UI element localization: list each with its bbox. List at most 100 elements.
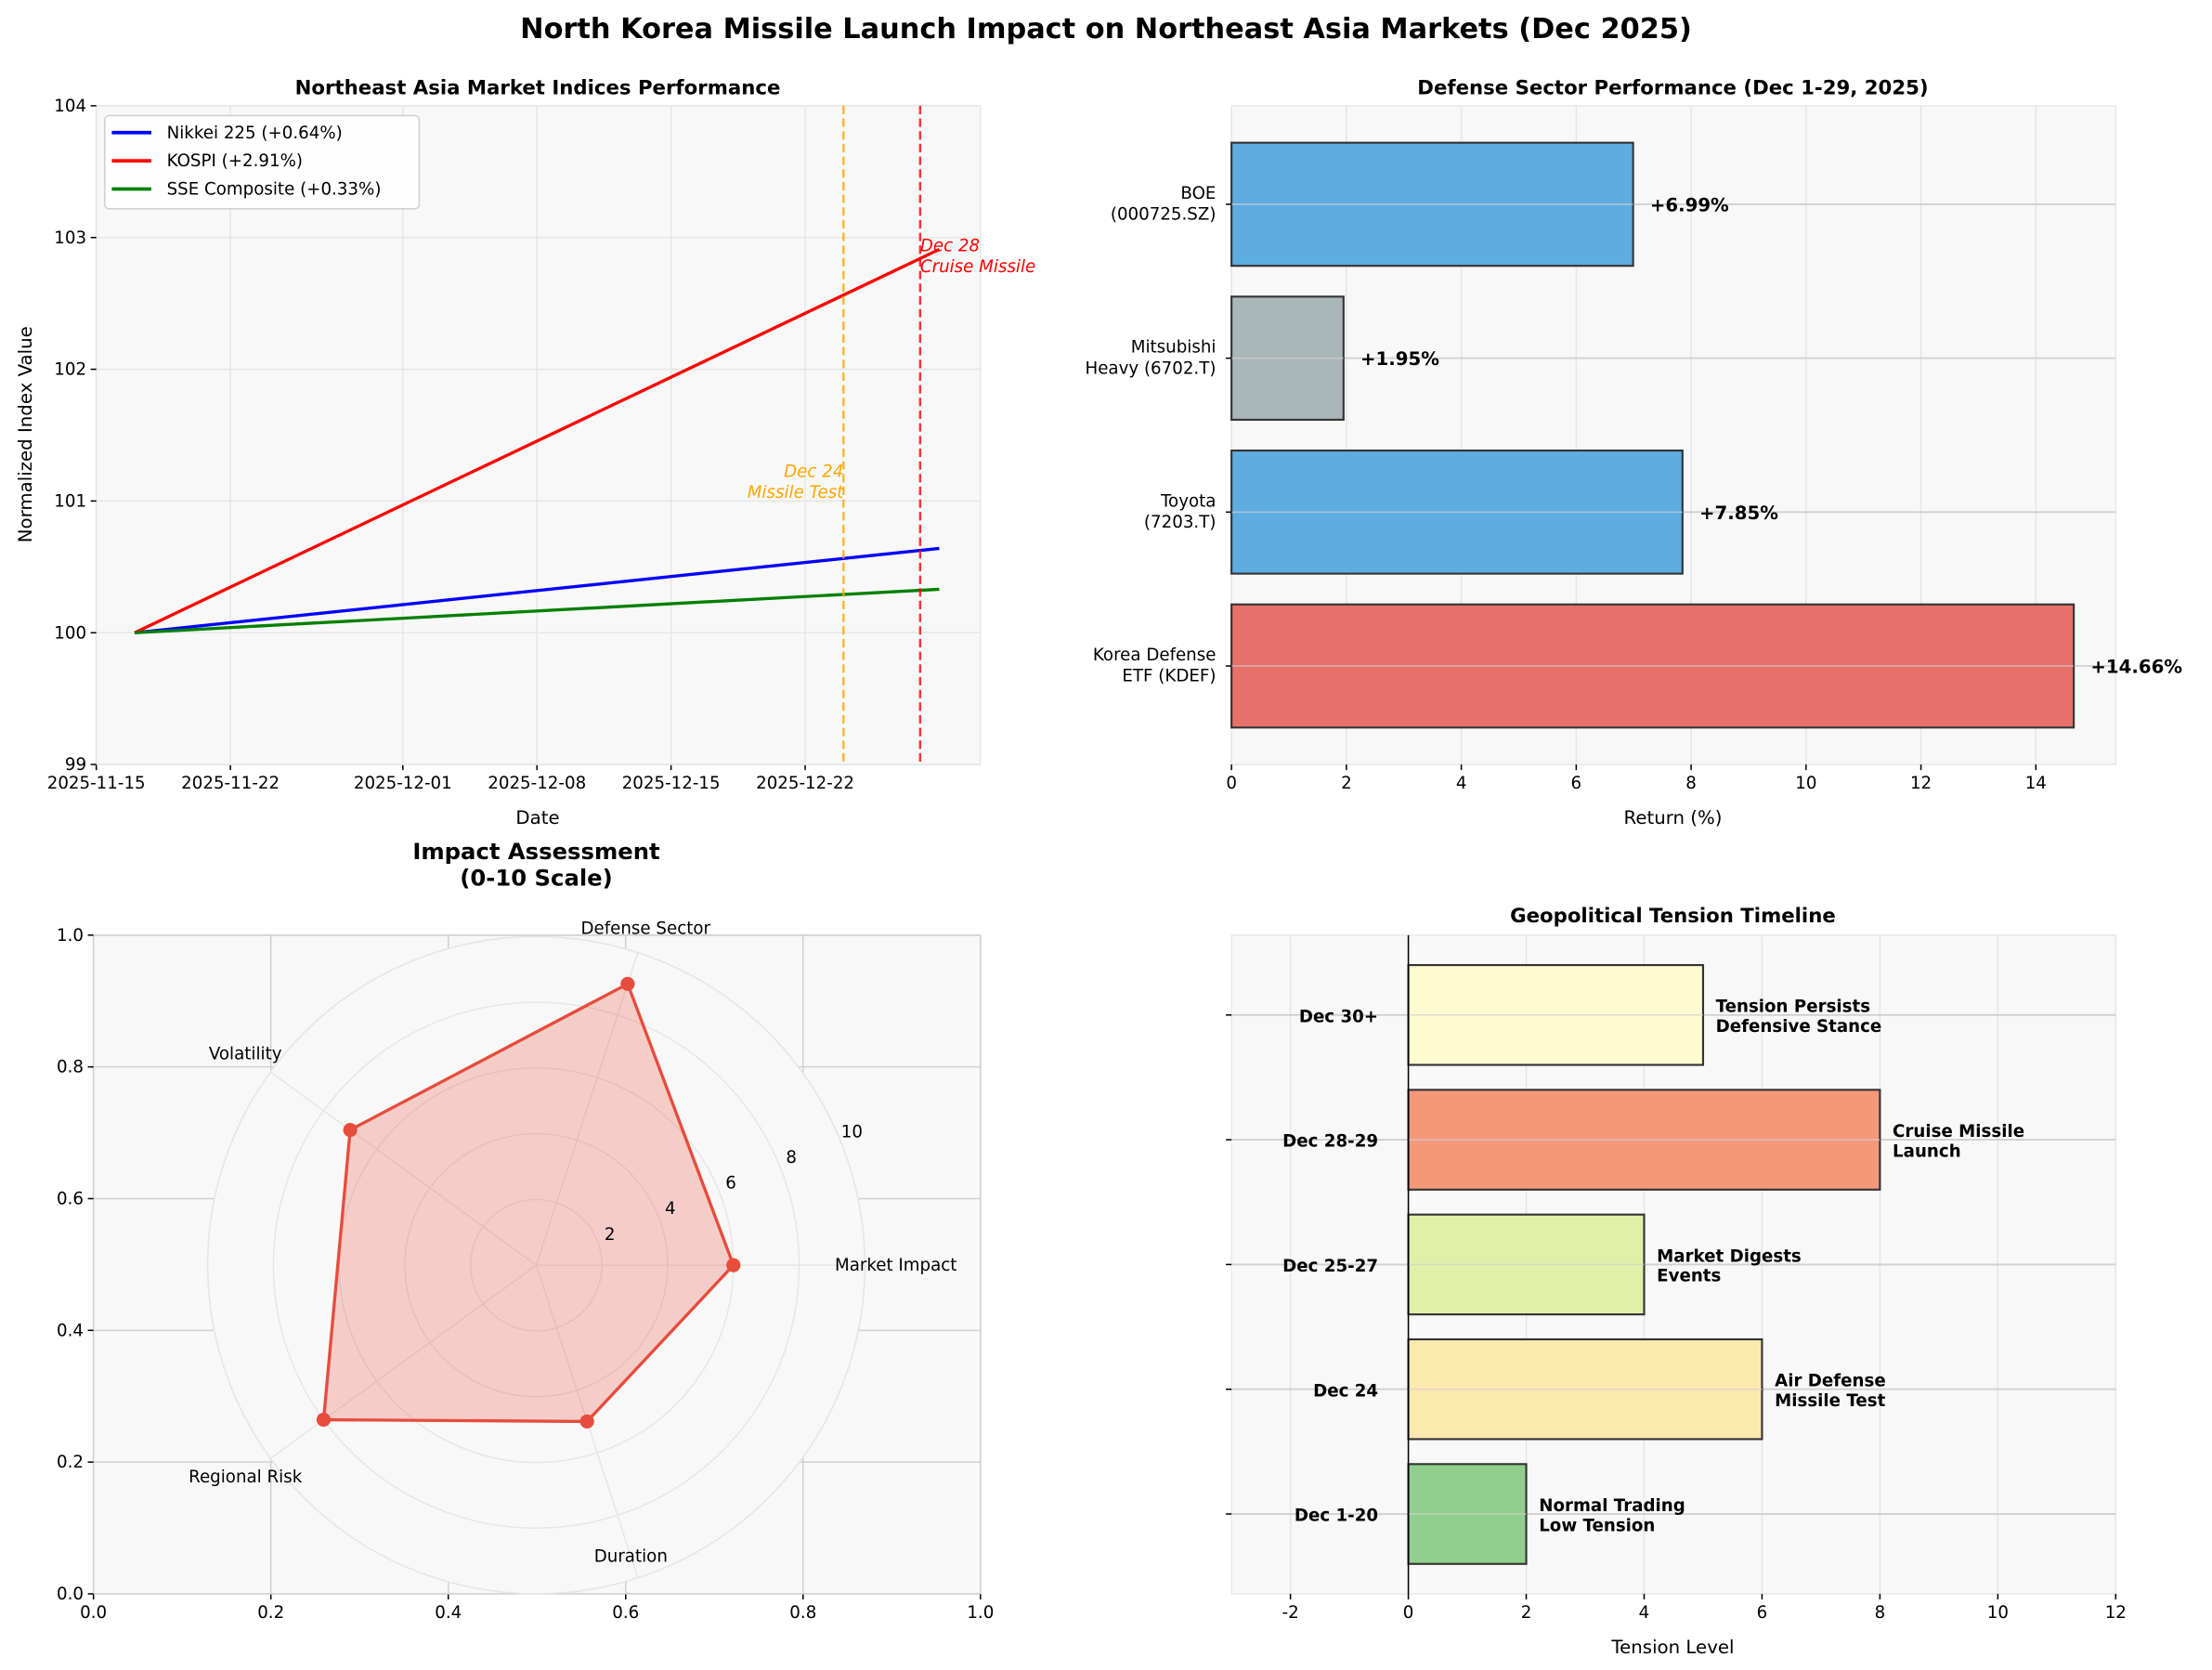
- y-tick-label: Dec 1-20: [1295, 1507, 1378, 1526]
- y-tick-label: Toyota (7203.T): [1144, 491, 1217, 532]
- y-tick-label: 0.0: [57, 1585, 84, 1604]
- y-tick-label: 102: [54, 360, 86, 380]
- legend-box: [104, 114, 421, 210]
- legend-entry: Nikkei 225 (+0.64%): [167, 124, 343, 143]
- x-tick-label: 8: [1685, 774, 1697, 793]
- data-label: Air Defense Missile Test: [1775, 1372, 1886, 1411]
- x-tick-label: 12: [1910, 774, 1932, 793]
- y-tick-label: Korea Defense ETF (KDEF): [1093, 646, 1217, 686]
- category-label: Defense Sector: [581, 920, 711, 939]
- data-label: +7.85%: [1699, 502, 1778, 524]
- y-tick-label: 0.6: [57, 1190, 84, 1209]
- x-tick-label: 2025-12-08: [488, 774, 586, 793]
- legend-entry: SSE Composite (+0.33%): [167, 180, 382, 200]
- y-tick-label: 0.8: [57, 1058, 84, 1077]
- x-tick-label: 2025-12-15: [622, 774, 721, 793]
- x-tick-label: 2025-12-01: [354, 774, 452, 793]
- x-tick-label: 1.0: [967, 1603, 994, 1623]
- y-tick-label: 101: [54, 491, 86, 511]
- data-label: Market Digests Events: [1657, 1246, 1802, 1285]
- x-axis-label: Return (%): [1624, 807, 1723, 828]
- y-tick-label: 104: [54, 97, 86, 116]
- legend: Nikkei 225 (+0.64%) KOSPI (+2.91%) SSE Com…: [104, 114, 421, 210]
- category-label: Duration: [594, 1547, 668, 1567]
- figure-title: North Korea Missile Launch Impact on Nor…: [520, 13, 1692, 46]
- chart-title-line2: (0-10 Scale): [460, 865, 612, 892]
- x-tick-label: 0.4: [435, 1603, 462, 1623]
- series-line: [134, 546, 940, 634]
- y-tick-label: Dec 25-27: [1282, 1257, 1378, 1276]
- radial-tick-label: 6: [725, 1174, 736, 1194]
- spoke: [269, 1071, 537, 1266]
- category-label: Volatility: [209, 1045, 282, 1064]
- data-label: +1.95%: [1360, 348, 1439, 370]
- category-label: Regional Risk: [189, 1468, 303, 1487]
- radial-tick-label: 4: [665, 1199, 676, 1219]
- radial-tick-label: 2: [605, 1225, 616, 1245]
- chart-title: Defense Sector Performance (Dec 1-29, 20…: [1417, 77, 1928, 100]
- spoke: [535, 952, 639, 1266]
- x-axis-label: Tension Level: [1610, 1637, 1734, 1658]
- x-tick-label: 0.6: [612, 1603, 639, 1623]
- series-line: [134, 587, 940, 634]
- radar-point: [343, 1122, 358, 1138]
- x-tick-label: 2: [1341, 774, 1352, 793]
- x-tick-label: 10: [1795, 774, 1816, 793]
- y-tick-label: 99: [65, 755, 86, 775]
- x-tick-label: 14: [2025, 774, 2047, 793]
- x-tick-label: 2025-11-22: [181, 774, 280, 793]
- radial-tick-label: 10: [841, 1123, 863, 1142]
- x-tick-label: -2: [1282, 1603, 1299, 1623]
- data-label: +14.66%: [2090, 657, 2182, 678]
- category-label: Market Impact: [835, 1256, 956, 1275]
- impact-radar-chart: Impact Assessment (0-10 Scale) 0.0 0.2 0.4…: [57, 838, 994, 1623]
- y-tick-label: BOE (000725.SZ): [1111, 184, 1217, 225]
- y-tick-label: 0.4: [57, 1321, 84, 1340]
- tension-timeline-chart: Geopolitical Tension Timeline Tension Le…: [1226, 905, 2127, 1658]
- event-annotation: Dec 24 Missile Test: [748, 462, 844, 502]
- radar-area: [321, 981, 735, 1424]
- plot-area: [95, 105, 982, 765]
- x-tick-label: 2: [1521, 1603, 1532, 1623]
- data-label: +6.99%: [1650, 195, 1729, 216]
- x-tick-label: 0.0: [80, 1603, 107, 1623]
- spoke: [269, 1264, 537, 1459]
- x-tick-label: 2025-12-22: [756, 774, 854, 793]
- x-tick-label: 10: [1987, 1603, 2009, 1623]
- y-tick-label: Dec 28-29: [1282, 1132, 1378, 1152]
- y-tick-label: 103: [54, 228, 86, 248]
- radar-point: [620, 976, 635, 991]
- y-tick-label: 1.0: [57, 926, 84, 946]
- y-tick-label: Mitsubishi Heavy (6702.T): [1086, 338, 1217, 379]
- x-tick-label: 0.8: [789, 1603, 816, 1623]
- defense-sector-chart: Defense Sector Performance (Dec 1-29, 20…: [1086, 77, 2183, 828]
- y-tick-label: 100: [54, 623, 86, 643]
- y-tick-label: Dec 24: [1313, 1381, 1378, 1401]
- chart-title-line1: Impact Assessment: [412, 838, 660, 865]
- data-label: Normal Trading Low Tension: [1539, 1496, 1685, 1535]
- y-axis-label: Normalized Index Value: [15, 326, 36, 542]
- radial-tick-label: 8: [786, 1148, 797, 1168]
- data-label: Cruise Missile Launch: [1893, 1122, 2024, 1161]
- x-tick-label: 2025-11-15: [47, 774, 146, 793]
- x-tick-label: 8: [1875, 1603, 1886, 1623]
- x-tick-label: 6: [1757, 1603, 1768, 1623]
- x-tick-label: 6: [1571, 774, 1582, 793]
- x-tick-label: 0.2: [257, 1603, 284, 1623]
- data-label: Tension Persists Defensive Stance: [1716, 998, 1882, 1037]
- series-line: [134, 247, 941, 634]
- event-annotation: Dec 28 Cruise Missile: [920, 236, 1035, 277]
- chart-title: Northeast Asia Market Indices Performanc…: [295, 77, 781, 100]
- x-axis-label: Date: [515, 807, 559, 828]
- radar-point: [726, 1258, 741, 1272]
- x-tick-label: 0: [1403, 1603, 1414, 1623]
- y-tick-label: 0.2: [57, 1453, 84, 1472]
- legend-entry: KOSPI (+2.91%): [167, 151, 303, 171]
- x-tick-label: 0: [1226, 774, 1237, 793]
- radar-point: [316, 1412, 332, 1428]
- radar-point: [579, 1414, 594, 1429]
- market-indices-chart: Northeast Asia Market Indices Performanc…: [15, 77, 1035, 828]
- y-tick-label: Dec 30+: [1299, 1007, 1378, 1026]
- chart-title: Geopolitical Tension Timeline: [1510, 905, 1836, 928]
